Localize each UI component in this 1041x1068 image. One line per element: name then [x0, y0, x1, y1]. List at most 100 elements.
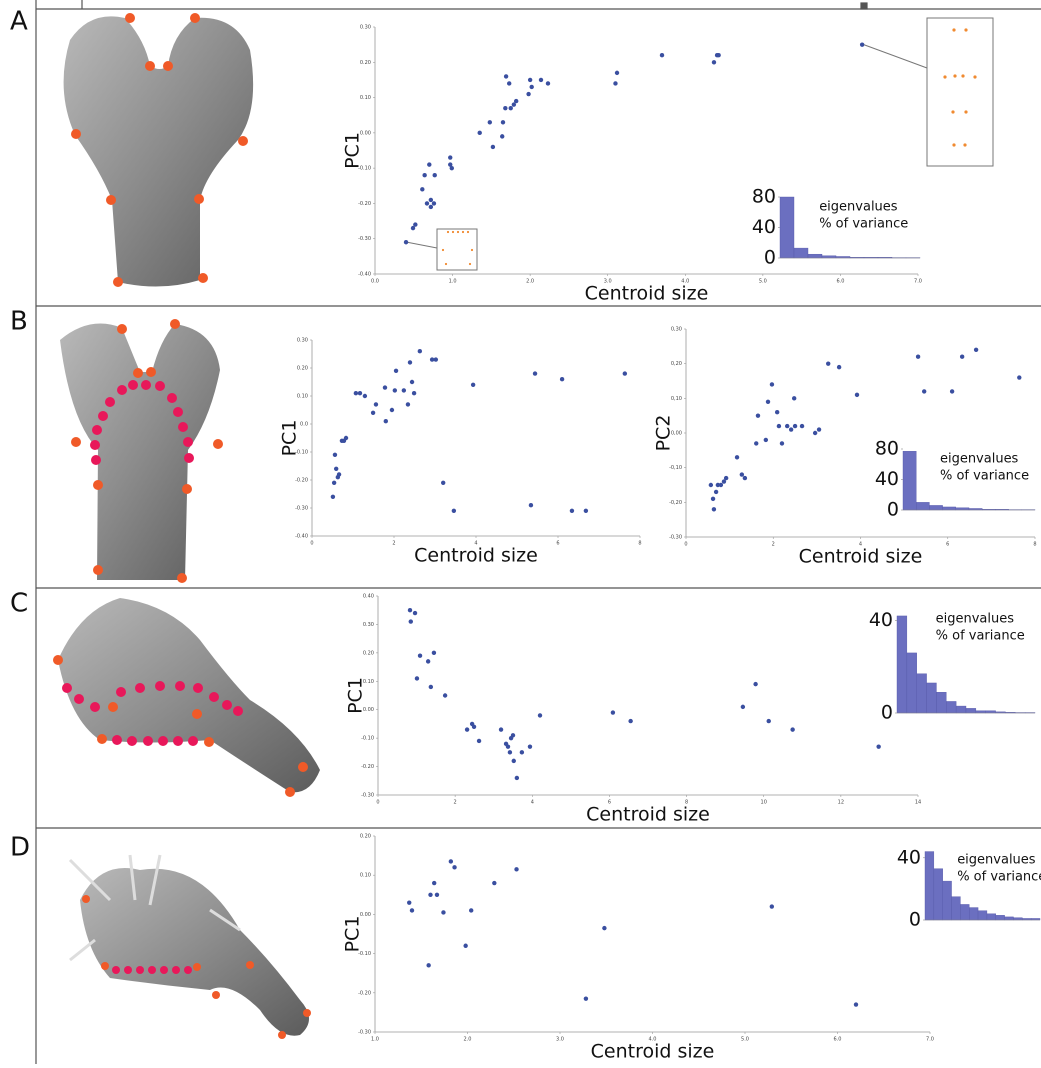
point [478, 131, 482, 135]
point [515, 776, 519, 780]
point [491, 145, 495, 149]
point [529, 85, 533, 89]
point [429, 198, 433, 202]
point [506, 744, 510, 748]
point [463, 944, 467, 948]
point [418, 349, 422, 353]
x-tick-label: 0 [376, 800, 379, 806]
point [716, 53, 720, 57]
point [538, 713, 542, 717]
y-tick-label: 80 [875, 438, 899, 460]
point [429, 685, 433, 689]
bar [946, 701, 956, 713]
point [511, 733, 515, 737]
bar [917, 674, 927, 713]
y-tick-label: 0.20 [363, 650, 374, 656]
x-tick-label: 5.0 [759, 279, 767, 285]
point [501, 120, 505, 124]
point [332, 481, 336, 485]
y-tick-label: -0.20 [358, 201, 371, 207]
inset-annotation: eigenvalues [936, 612, 1015, 627]
point [526, 92, 530, 96]
point [404, 240, 408, 244]
point [333, 453, 337, 457]
point [660, 53, 664, 57]
bar [956, 706, 966, 713]
point [854, 1002, 858, 1006]
point [449, 859, 453, 863]
point [410, 908, 414, 912]
point [492, 881, 496, 885]
y-tick-label: 0 [764, 247, 776, 269]
point [767, 719, 771, 723]
point [465, 727, 469, 731]
bar [907, 653, 917, 713]
bar [956, 508, 969, 510]
point [740, 472, 744, 476]
point [792, 396, 796, 400]
point [488, 120, 492, 124]
inset-annotation: % of variance [936, 629, 1025, 644]
inset-annotation: % of variance [819, 217, 908, 232]
y-tick-label: 40 [752, 216, 776, 238]
x-tick-label: 6.0 [836, 279, 844, 285]
y-tick-label: 0.20 [360, 834, 371, 840]
bar [916, 502, 929, 510]
point [354, 391, 358, 395]
bar [1013, 918, 1022, 920]
point [712, 507, 716, 511]
point [613, 81, 617, 85]
bar [822, 256, 836, 258]
point [507, 81, 511, 85]
point [770, 382, 774, 386]
bar [987, 914, 996, 920]
point [1017, 375, 1021, 379]
y-tick-label: 40 [875, 468, 899, 490]
y-axis-title: PC1 [279, 420, 301, 457]
point [876, 744, 880, 748]
point [384, 419, 388, 423]
y-tick-label: 0 [909, 909, 921, 931]
x-tick-label: 6 [946, 542, 949, 548]
point [433, 173, 437, 177]
x-axis-title: Centroid size [586, 804, 710, 826]
point [390, 408, 394, 412]
point [785, 424, 789, 428]
point [499, 727, 503, 731]
y-tick-label: -0.20 [295, 478, 308, 484]
point [434, 357, 438, 361]
point [560, 377, 564, 381]
x-axis-title: Centroid size [414, 545, 538, 567]
x-axis-title: Centroid size [799, 546, 923, 568]
y-tick-label: -0,20 [669, 500, 682, 506]
y-tick-label: 0 [881, 702, 893, 724]
y-axis-title: PC2 [653, 415, 675, 452]
point [500, 134, 504, 138]
point [741, 705, 745, 709]
bar [929, 505, 942, 510]
panel-label: C [10, 589, 28, 619]
specimen-image-c [53, 598, 320, 797]
x-tick-label: 5.0 [741, 1037, 749, 1043]
point [584, 509, 588, 513]
point [441, 481, 445, 485]
y-tick-label: -0,30 [669, 535, 682, 541]
panel-label: B [10, 307, 28, 337]
bar [966, 708, 976, 713]
inset-annotation: % of variance [940, 469, 1029, 484]
point [428, 893, 432, 897]
point [514, 867, 518, 871]
bar [925, 852, 934, 920]
x-tick-label: 3.0 [556, 1037, 564, 1043]
point [383, 385, 387, 389]
y-tick-label: -0.20 [358, 990, 371, 996]
point [407, 900, 411, 904]
point [469, 908, 473, 912]
x-tick-label: 10 [761, 800, 767, 806]
y-tick-label: -0.10 [361, 736, 374, 742]
point [394, 369, 398, 373]
point [432, 651, 436, 655]
point [512, 759, 516, 763]
y-tick-label: 0 [887, 499, 899, 521]
point [420, 187, 424, 191]
